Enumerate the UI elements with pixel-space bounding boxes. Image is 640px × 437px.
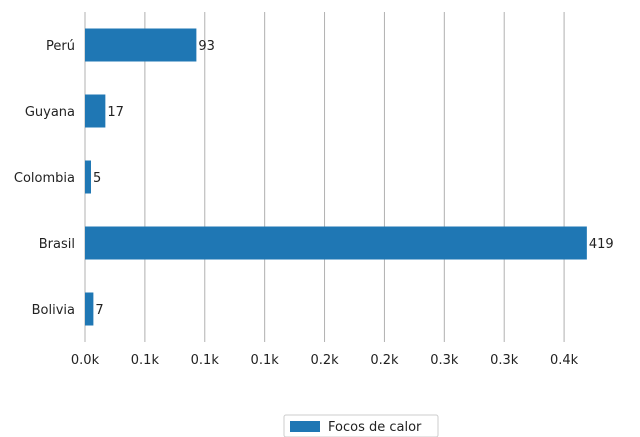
data-label: 93 <box>198 39 215 54</box>
x-tick-label: 0.2k <box>370 353 399 368</box>
data-label: 419 <box>589 237 614 252</box>
y-axis-labels: Perú Guyana Colombia Brasil Bolivia <box>14 39 75 318</box>
legend-label: Focos de calor <box>328 420 422 435</box>
y-tick-label: Guyana <box>25 105 75 120</box>
grid-lines <box>84 12 565 342</box>
x-tick-label: 0.0k <box>71 353 100 368</box>
legend-swatch <box>290 421 320 432</box>
x-tick-label: 0.4k <box>550 353 579 368</box>
data-label: 5 <box>93 171 101 186</box>
bar <box>85 28 197 62</box>
y-tick-label: Colombia <box>14 171 75 186</box>
data-label: 7 <box>95 303 103 318</box>
bar <box>85 226 587 260</box>
bar <box>85 292 94 326</box>
legend-box <box>283 414 439 437</box>
bars <box>85 28 587 326</box>
bar <box>85 94 106 128</box>
y-tick-label: Brasil <box>39 237 75 252</box>
data-label: 17 <box>107 105 124 120</box>
data-labels: 93 17 5 419 7 <box>93 39 614 318</box>
x-axis-labels: 0.0k 0.1k 0.1k 0.1k 0.2k 0.2k 0.3k 0.3k 0.4k <box>71 353 579 368</box>
y-tick-label: Perú <box>46 39 75 54</box>
legend: Focos de calor <box>283 414 439 437</box>
x-tick-label: 0.1k <box>251 353 280 368</box>
x-tick-label: 0.3k <box>430 353 459 368</box>
bar <box>85 160 91 194</box>
x-tick-label: 0.3k <box>490 353 519 368</box>
x-tick-label: 0.1k <box>191 353 220 368</box>
x-tick-label: 0.1k <box>131 353 160 368</box>
x-tick-label: 0.2k <box>310 353 339 368</box>
y-tick-label: Bolivia <box>32 303 75 318</box>
